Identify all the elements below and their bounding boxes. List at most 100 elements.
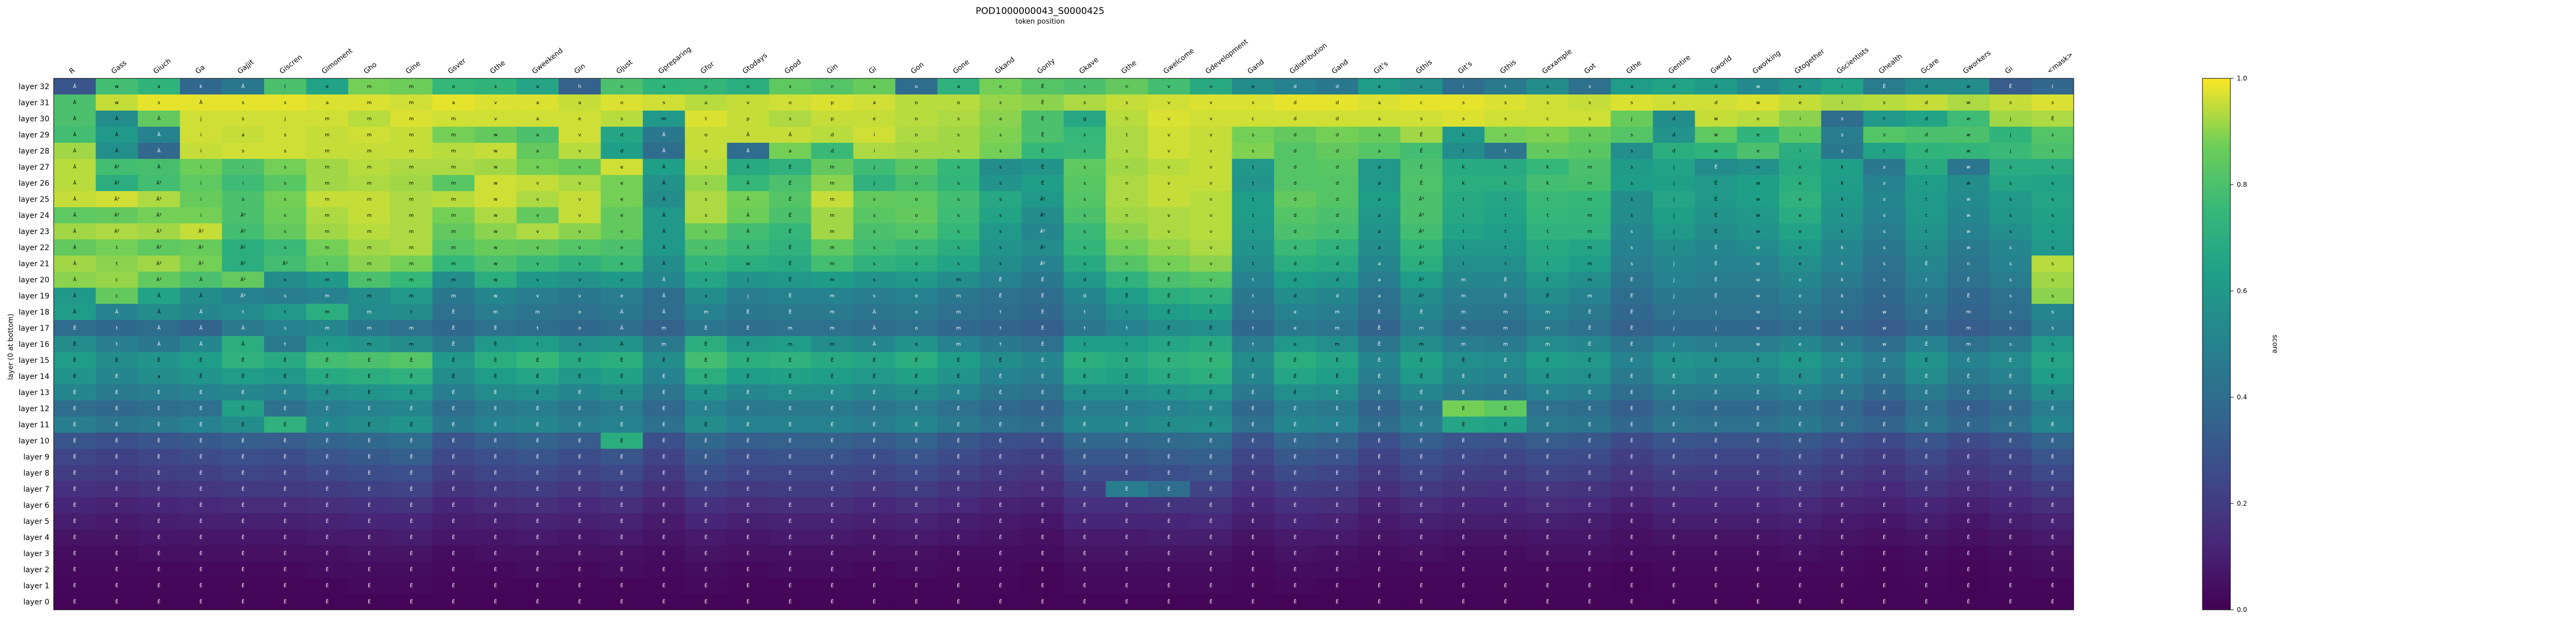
- cell-label: o: [957, 100, 960, 106]
- cell-label: Ā: [157, 164, 161, 170]
- cell-label: Ā: [157, 148, 161, 154]
- cell-label: a: [157, 84, 160, 90]
- heatmap-cell: [1484, 175, 1527, 192]
- cell-label: m: [662, 116, 667, 122]
- cell-label: Ē: [1504, 358, 1507, 363]
- cell-label: t: [1084, 326, 1086, 331]
- cell-label: Ā: [199, 309, 203, 315]
- cell-label: m: [956, 326, 961, 331]
- cell-label: Ē: [494, 454, 497, 460]
- cell-label: w: [494, 197, 497, 202]
- heatmap-cell: [1442, 159, 1485, 176]
- cell-label: Ē: [157, 470, 160, 476]
- cell-label: Ā: [115, 148, 119, 154]
- heatmap-cell: [180, 159, 223, 176]
- cell-label: s: [2009, 181, 2012, 186]
- heatmap-cell: [1316, 143, 1359, 159]
- cell-label: Ē: [1672, 502, 1675, 508]
- heatmap-cell: [853, 191, 896, 208]
- cell-label: Ē: [957, 583, 960, 589]
- cell-label: Ē: [831, 502, 834, 508]
- cell-label: e: [620, 165, 624, 170]
- y-tick-label: layer 20: [19, 276, 49, 285]
- cell-label: j: [1673, 165, 1675, 170]
- cell-label: Ē: [283, 567, 287, 573]
- cell-label: t: [537, 342, 539, 347]
- cell-label: t: [116, 326, 118, 331]
- cell-label: w: [1966, 181, 1970, 186]
- cell-label: Ē: [1293, 374, 1297, 380]
- cell-label: v: [579, 294, 582, 299]
- cell-label: m: [325, 197, 330, 202]
- cell-label: Ē: [1167, 406, 1170, 412]
- heatmap-cell: [1947, 159, 1990, 176]
- cell-label: Ē: [1336, 390, 1339, 396]
- cell-label: Ē: [1841, 535, 1844, 541]
- cell-label: s: [1504, 116, 1507, 122]
- cell-label: Ē: [1462, 486, 1465, 492]
- cell-label: m: [830, 294, 835, 299]
- heatmap-cell: [853, 207, 896, 224]
- heatmap-cell: [642, 207, 685, 224]
- cell-label: Ē: [1883, 519, 1886, 524]
- cell-label: Ē: [1504, 502, 1507, 508]
- cell-label: Ā²: [1040, 229, 1045, 235]
- y-tick-label: layer 1: [24, 582, 49, 590]
- x-tick-label: Gand: [1330, 58, 1350, 76]
- cell-label: Ē: [1041, 325, 1044, 331]
- cell-label: m: [367, 294, 372, 299]
- heatmap-cell: [811, 143, 854, 159]
- heatmap-cell: [727, 207, 770, 224]
- cell-label: o: [452, 84, 455, 90]
- cell-label: Ē: [1125, 293, 1129, 299]
- cell-label: Ā²: [1419, 261, 1424, 267]
- heatmap-cell: [1989, 191, 2032, 208]
- cell-label: Ē: [494, 567, 497, 573]
- cell-label: Ē: [620, 567, 624, 573]
- cell-label: Ē: [747, 551, 750, 557]
- cell-label: Ē: [705, 374, 708, 380]
- cell-label: v: [1210, 133, 1213, 138]
- cell-label: Ē: [788, 309, 792, 315]
- heatmap-cell: [559, 175, 601, 192]
- cell-label: m: [325, 310, 330, 315]
- cell-label: n: [1967, 261, 1970, 267]
- cell-label: s: [1630, 261, 1633, 267]
- cell-label: s: [705, 278, 707, 283]
- cell-label: Ē: [452, 406, 455, 412]
- cell-label: Ē: [452, 599, 455, 605]
- cell-label: j: [1673, 245, 1675, 251]
- cell-label: Ē: [2051, 519, 2054, 524]
- cell-label: Ā²: [199, 229, 204, 235]
- cell-label: s: [284, 197, 287, 202]
- y-tick-label: layer 24: [19, 211, 49, 220]
- cell-label: m: [325, 181, 330, 186]
- cell-label: Ē: [1378, 583, 1381, 589]
- cell-label: Ē: [1336, 358, 1339, 363]
- cell-label: Ē: [1293, 438, 1297, 444]
- cell-label: s: [1883, 245, 1886, 251]
- cell-label: s: [873, 294, 876, 299]
- heatmap-cell: [264, 127, 306, 143]
- heatmap-cell: [601, 175, 643, 192]
- heatmap-cell: [937, 143, 980, 159]
- y-tick-label: layer 15: [19, 356, 49, 365]
- y-tick-label: layer 17: [19, 324, 49, 333]
- cell-label: Ē: [705, 535, 708, 541]
- cell-label: Ē: [1420, 583, 1423, 589]
- cell-label: Ā²: [1040, 213, 1045, 218]
- cell-label: c: [115, 278, 118, 283]
- heatmap-cell: [1779, 78, 1821, 95]
- cell-label: Ē: [747, 358, 750, 363]
- cell-label: d: [1925, 100, 1928, 106]
- heatmap-cell: [1147, 191, 1190, 208]
- heatmap-cell: [769, 111, 811, 127]
- cell-label: s: [705, 181, 707, 186]
- cell-label: Ē: [1167, 551, 1170, 557]
- cell-label: e: [1799, 229, 1802, 235]
- cell-label: d: [1336, 261, 1339, 267]
- cell-label: Ā²: [1419, 213, 1424, 218]
- cell-label: t: [1547, 245, 1549, 251]
- cell-label: Ē: [1252, 519, 1255, 524]
